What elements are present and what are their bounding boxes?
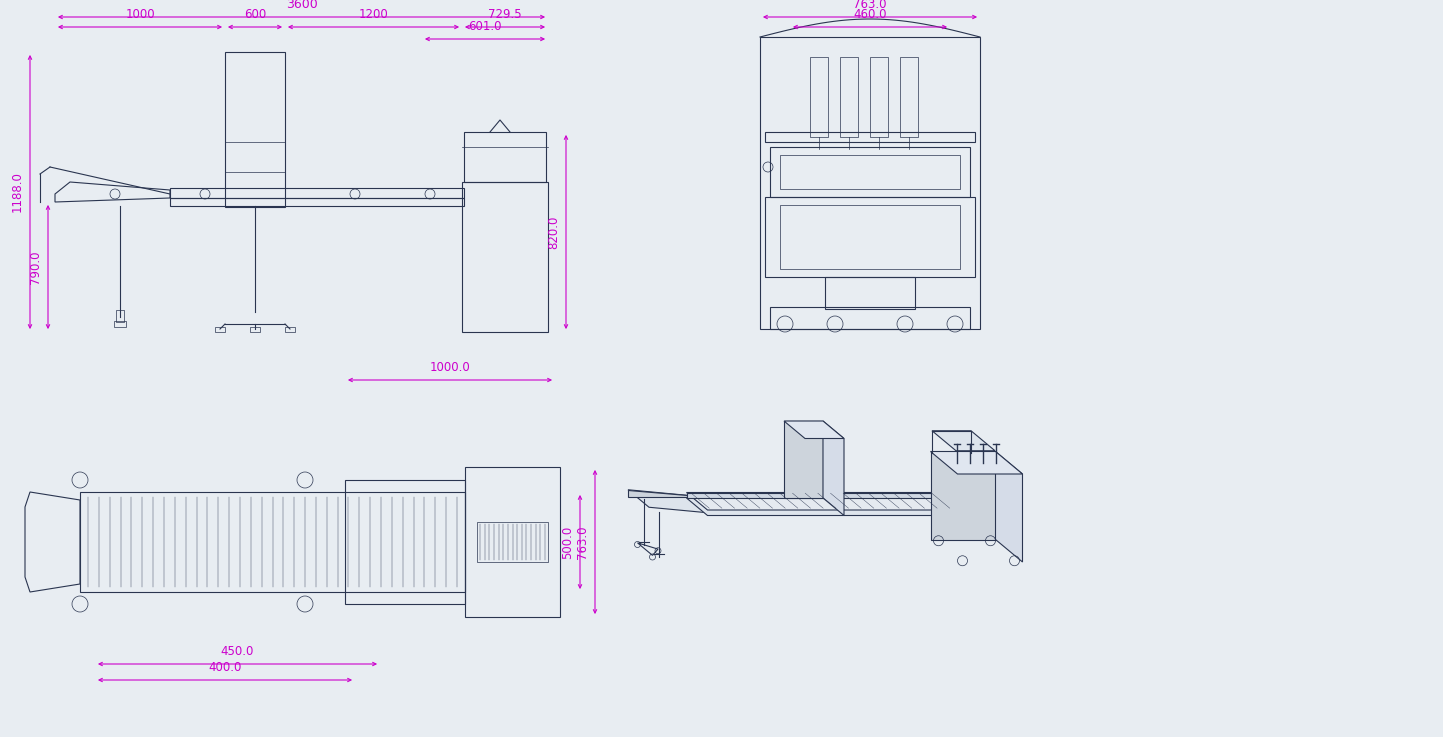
Bar [840,57,859,137]
Bar [765,132,975,142]
Bar [781,205,960,269]
Text: 400.0: 400.0 [208,661,241,674]
Text: 1200: 1200 [359,8,388,21]
Polygon shape [628,490,707,513]
Bar [115,310,124,322]
Bar [781,155,960,189]
Bar [114,321,126,327]
Text: 601.0: 601.0 [468,20,502,33]
Polygon shape [931,452,1023,474]
Text: 1000.0: 1000.0 [430,361,470,374]
Polygon shape [823,421,844,515]
Polygon shape [687,498,954,515]
Bar [771,147,970,197]
Polygon shape [687,492,934,498]
Text: 500.0: 500.0 [561,525,574,559]
Bar [825,277,915,309]
Bar [900,57,918,137]
Bar [765,197,975,277]
Polygon shape [784,421,844,439]
Bar [250,327,260,332]
Bar [462,182,548,332]
Text: 820.0: 820.0 [547,215,560,248]
Text: 763.0: 763.0 [576,525,589,559]
Text: 1188.0: 1188.0 [12,172,25,212]
Polygon shape [687,492,954,510]
Bar [225,52,286,207]
Bar [345,480,465,604]
Bar [771,307,970,329]
Text: 600: 600 [244,8,266,21]
Text: 763.0: 763.0 [853,0,887,11]
Bar [465,132,545,182]
Text: 1000: 1000 [126,8,154,21]
Polygon shape [932,430,996,451]
Bar [170,198,465,206]
Text: 450.0: 450.0 [221,645,254,658]
Text: 3600: 3600 [286,0,317,11]
Bar [810,57,828,137]
Bar [478,522,548,562]
Polygon shape [628,490,687,497]
Text: 790.0: 790.0 [29,251,42,284]
Polygon shape [784,421,823,498]
Bar [170,188,465,198]
Bar [286,327,294,332]
Text: 460.0: 460.0 [853,8,887,21]
Text: 729.5: 729.5 [488,8,522,21]
Bar [870,57,887,137]
Bar [760,37,980,329]
Polygon shape [996,452,1023,562]
Polygon shape [931,452,996,539]
Bar [79,492,465,592]
Bar [465,467,560,617]
Bar [215,327,225,332]
